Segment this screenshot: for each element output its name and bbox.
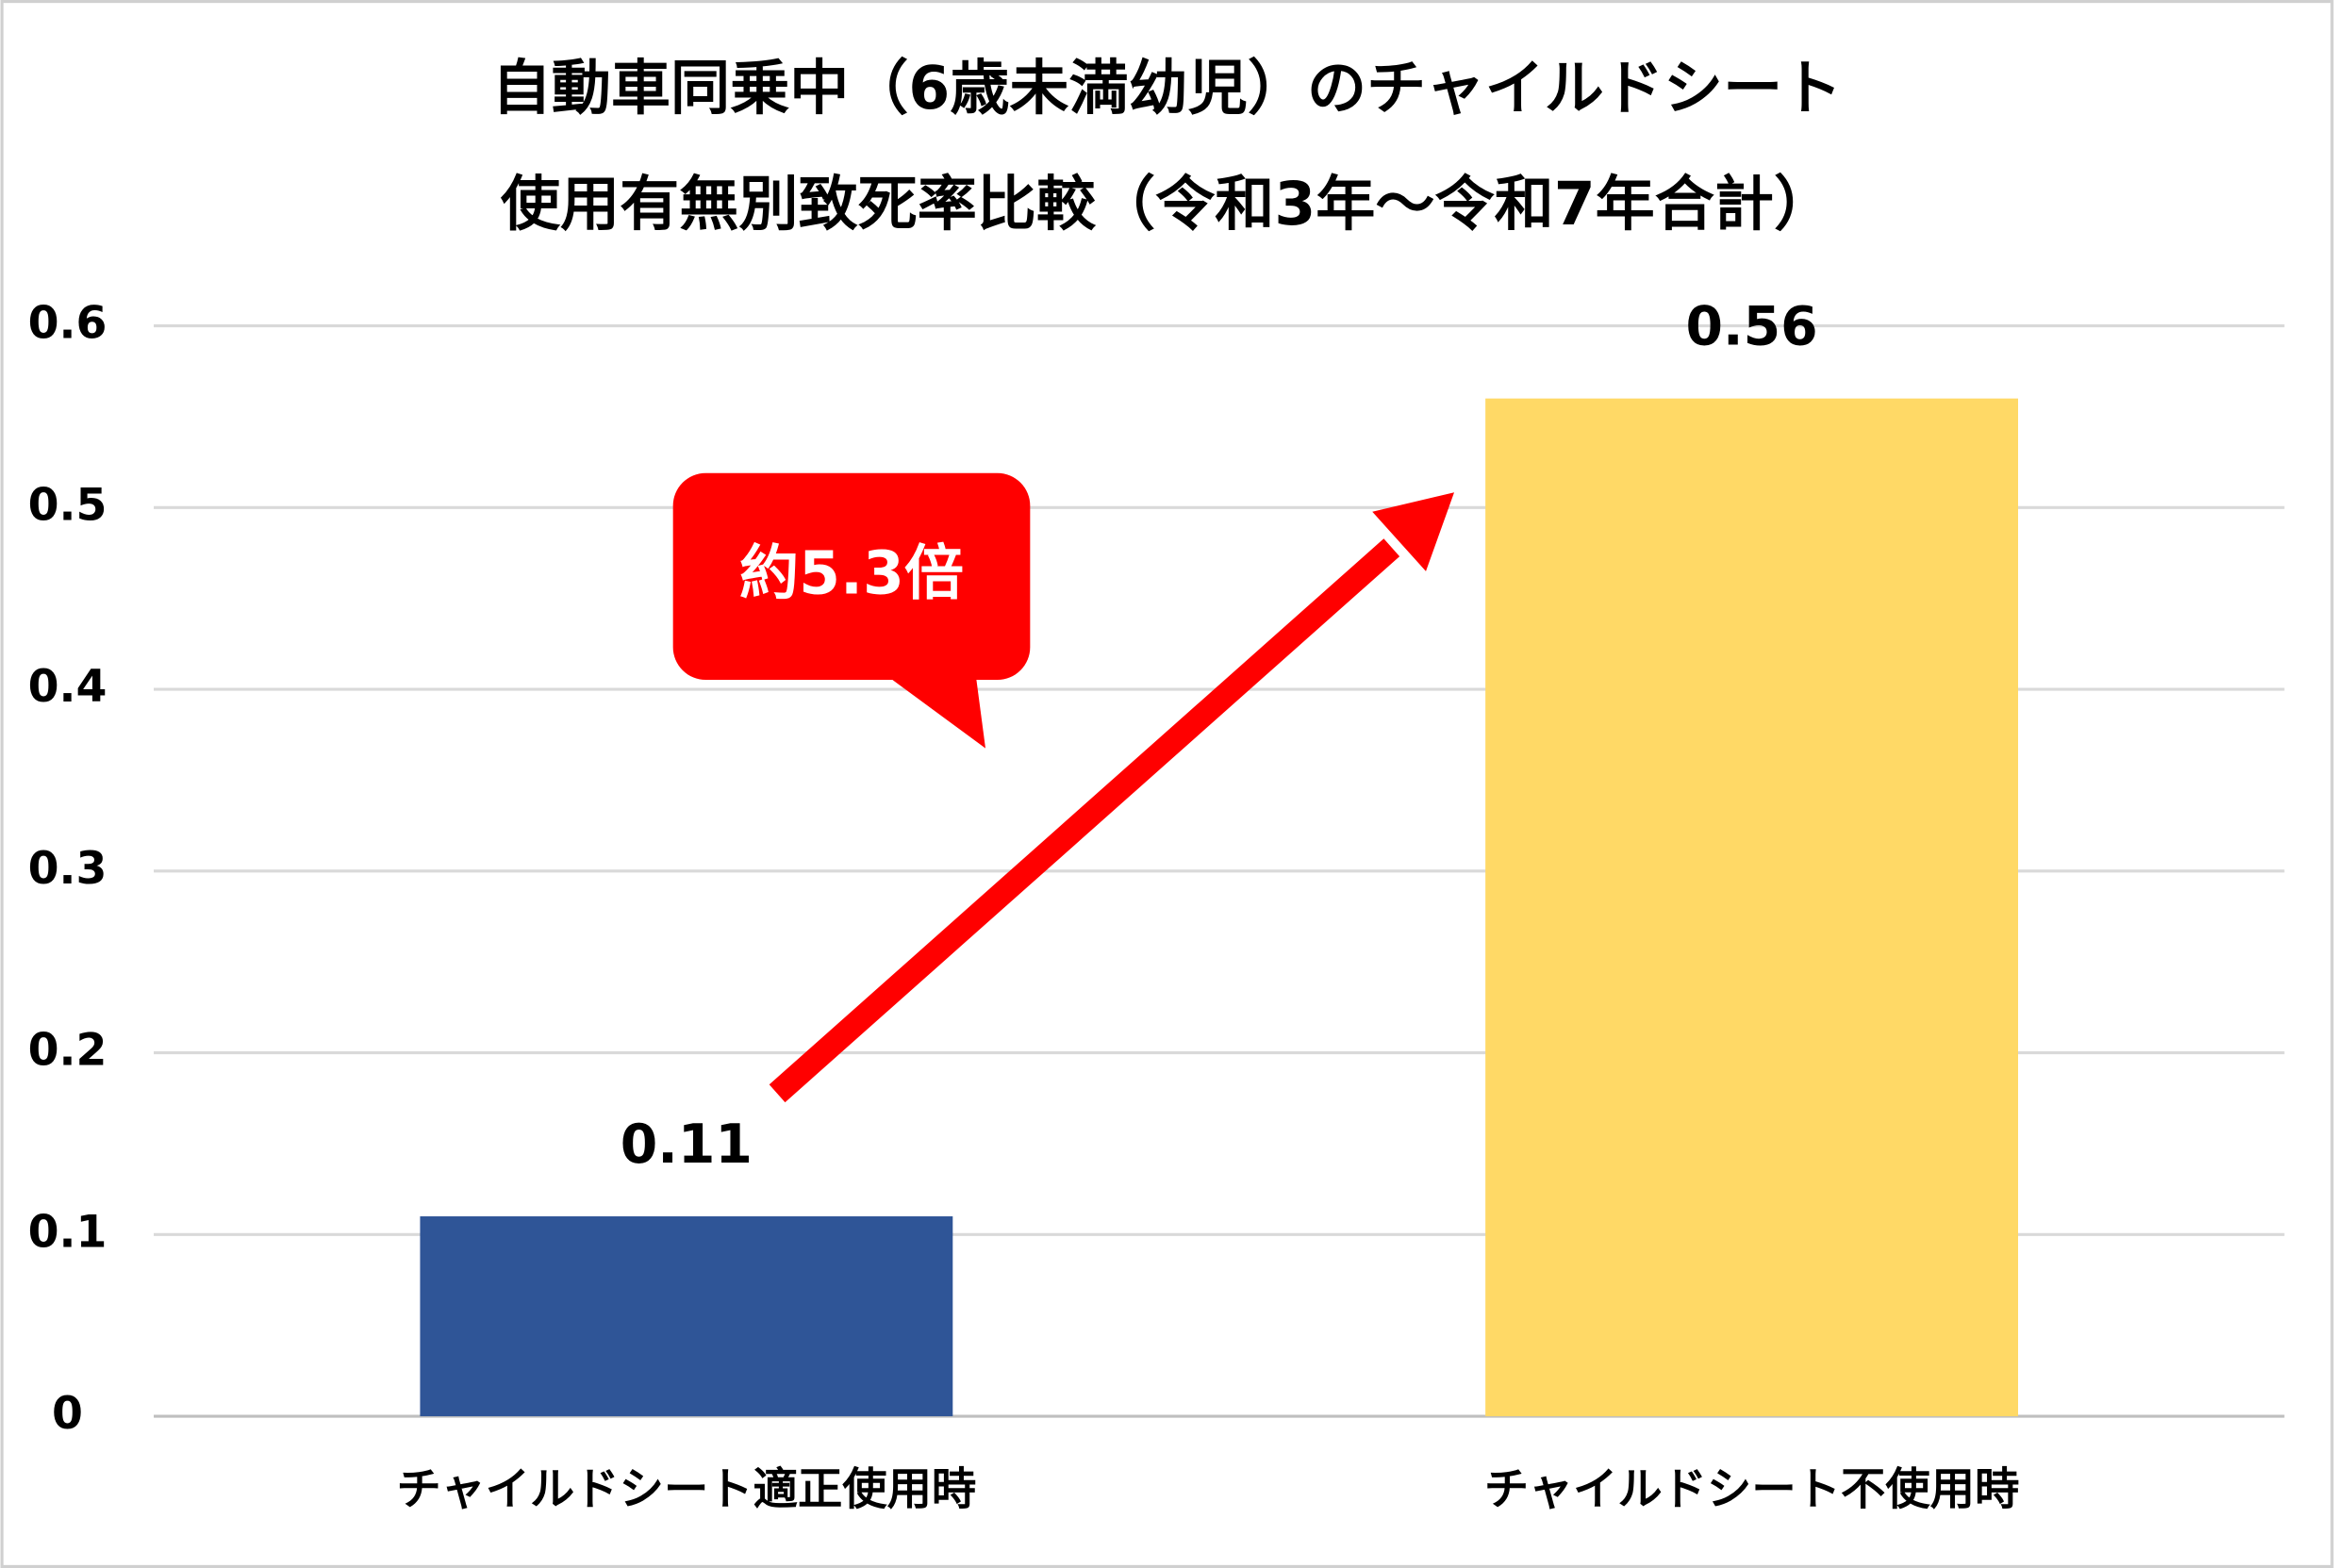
bar [1485, 398, 2019, 1417]
x-tick-label: チャイルドシート不使用時 [1484, 1464, 2019, 1516]
callout: 約5.3倍 [672, 472, 1031, 749]
chart-title: 使用有無別致死率比較（令和3年～令和7年合計） [501, 169, 1833, 239]
chart-title: 自動車同乗中（6歳未満幼児）のチャイルドシート [492, 53, 1843, 123]
arrow-shaft [769, 538, 1400, 1103]
arrow-head [1372, 492, 1455, 571]
y-tick-label: 0.3 [28, 843, 108, 895]
value-label: 0.11 [621, 1114, 753, 1176]
callout-text: 約5.3倍 [739, 537, 964, 607]
bar [420, 1216, 953, 1417]
value-label: 0.56 [1686, 296, 1818, 358]
y-tick-label: 0.6 [28, 298, 108, 350]
y-tick-label: 0.4 [28, 661, 108, 713]
y-tick-label: 0 [52, 1388, 83, 1440]
marks: チャイルドシート適正使用時 0.11 チャイルドシート不使用時 0.56 [396, 296, 2019, 1516]
y-tick-label: 0.2 [28, 1025, 108, 1077]
arrow [769, 492, 1455, 1103]
y-tick-label: 0.1 [28, 1206, 108, 1258]
y-tick-label: 0.5 [28, 479, 108, 531]
callout-box [672, 472, 1031, 681]
callout-tail [878, 669, 986, 749]
x-tick-label: チャイルドシート適正使用時 [396, 1464, 976, 1516]
